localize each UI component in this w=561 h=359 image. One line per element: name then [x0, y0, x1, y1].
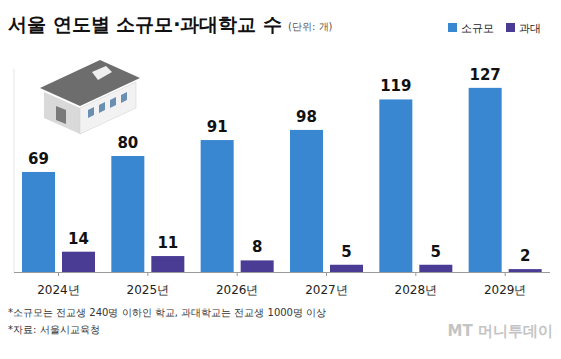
- icon-wall: [44, 92, 80, 134]
- data-labels: 69 80 91 98 119 127 14 11 8 5 5 2: [28, 66, 530, 265]
- x-tick: [505, 272, 506, 276]
- x-tick: [237, 272, 238, 276]
- x-tick-label: 2026년: [216, 283, 259, 297]
- note: *자료: 서울시교육청: [8, 324, 100, 335]
- data-label: 11: [157, 234, 178, 252]
- data-label: 119: [380, 77, 411, 95]
- icon-window: [88, 107, 94, 118]
- bar: [111, 156, 144, 272]
- bar: [151, 256, 184, 272]
- data-label: 98: [296, 108, 317, 126]
- icon-tower: [92, 66, 112, 80]
- legend-swatch: [448, 23, 457, 32]
- bar: [62, 252, 95, 272]
- x-tick-label: 2025년: [127, 283, 170, 297]
- data-label: 80: [117, 134, 138, 152]
- logo: MT 머니투데이: [448, 322, 553, 340]
- bar: [22, 172, 55, 272]
- data-label: 91: [207, 118, 228, 136]
- bars: [22, 88, 542, 272]
- note: *소규모는 전교생 240명 이하인 학교, 과대학교는 전교생 1000명 이…: [8, 307, 326, 318]
- icon-door: [56, 106, 66, 124]
- y-axis-line: [14, 69, 15, 272]
- data-label: 127: [470, 66, 501, 84]
- icon-window: [121, 92, 127, 103]
- x-tick: [58, 272, 59, 276]
- legend-label: 소규모: [461, 22, 494, 35]
- bar: [330, 265, 363, 272]
- data-label: 14: [68, 230, 89, 248]
- bar: [201, 140, 234, 272]
- chart: 서울 연도별 소규모·과대학교 수 (단위: 개) 소규모 과대 69 80 91 98 119…: [0, 0, 561, 359]
- icon-wall: [80, 82, 136, 134]
- x-tick: [415, 272, 416, 276]
- x-axis-line: [14, 272, 550, 273]
- x-tick-labels: 2024년 2025년 2026년 2027년 2028년 2029년: [37, 272, 526, 297]
- legend: 소규모 과대: [448, 22, 541, 35]
- background: [0, 0, 561, 359]
- notes: *소규모는 전교생 240명 이하인 학교, 과대학교는 전교생 1000명 이…: [8, 307, 326, 335]
- bar: [469, 88, 502, 272]
- bar: [379, 99, 412, 272]
- x-tick-label: 2028년: [395, 283, 438, 297]
- x-tick: [326, 272, 327, 276]
- x-tick-label: 2024년: [37, 283, 80, 297]
- data-label: 69: [28, 150, 49, 168]
- x-tick: [147, 272, 148, 276]
- school-icon: [40, 60, 140, 134]
- subtitle: (단위: 개): [288, 21, 332, 32]
- x-tick-label: 2027년: [305, 283, 348, 297]
- x-tick-label: 2029년: [484, 283, 527, 297]
- title: 서울 연도별 소규모·과대학교 수: [8, 13, 282, 35]
- bar: [241, 260, 274, 272]
- bar: [290, 130, 323, 272]
- data-label: 2: [520, 247, 530, 265]
- bar: [509, 269, 542, 272]
- data-label: 5: [341, 243, 351, 261]
- icon-window: [110, 97, 116, 108]
- data-label: 5: [431, 243, 441, 261]
- legend-swatch: [506, 23, 515, 32]
- legend-label: 과대: [519, 22, 541, 35]
- bar: [419, 265, 452, 272]
- data-label: 8: [252, 238, 262, 256]
- icon-window: [99, 102, 105, 113]
